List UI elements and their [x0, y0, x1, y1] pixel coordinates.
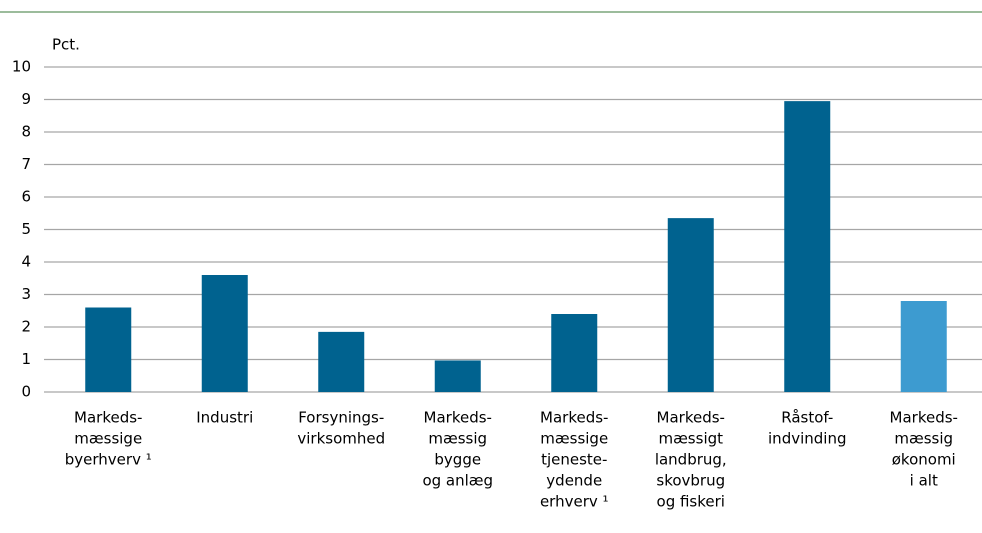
bar — [667, 218, 714, 392]
y-tick-label: 10 — [12, 58, 31, 76]
x-tick-label: og fiskeri — [657, 493, 725, 511]
y-tick-label: 5 — [21, 220, 31, 238]
x-tick-label: bygge — [434, 451, 481, 469]
x-tick-label: mæssige — [74, 430, 142, 448]
bar — [900, 301, 947, 392]
y-axis-label: Pct. — [52, 36, 80, 54]
x-tick-label: skovbrug — [656, 472, 725, 490]
x-tick-label: Markeds- — [657, 409, 725, 427]
bar — [434, 360, 481, 392]
x-tick-label: Industri — [196, 409, 253, 427]
x-tick-label: Markeds- — [540, 409, 608, 427]
y-tick-label: 2 — [21, 318, 31, 336]
bar — [784, 101, 831, 392]
x-tick-label: mæssig — [894, 430, 953, 448]
y-tick-label: 8 — [21, 123, 31, 141]
x-tick-label: Forsynings- — [298, 409, 384, 427]
bar — [551, 314, 598, 392]
x-tick-label: tjeneste- — [541, 451, 607, 469]
y-tick-label: 0 — [21, 383, 31, 401]
x-tick-label: erhverv ¹ — [540, 493, 609, 511]
y-tick-label: 4 — [21, 253, 31, 271]
x-tick-label: indvinding — [768, 430, 846, 448]
x-tick-label: mæssigt — [658, 430, 723, 448]
x-tick-label: og anlæg — [422, 472, 493, 490]
x-tick-label: Markeds- — [74, 409, 142, 427]
x-tick-label: byerhverv ¹ — [65, 451, 152, 469]
y-tick-label: 9 — [21, 90, 31, 108]
x-tick-label: Markeds- — [424, 409, 492, 427]
x-tick-label: ydende — [546, 472, 602, 490]
bar — [201, 275, 248, 392]
x-tick-label: Markeds- — [890, 409, 958, 427]
x-tick-label: Råstof- — [781, 409, 833, 427]
x-tick-label: i alt — [910, 472, 938, 490]
y-tick-label: 7 — [21, 155, 31, 173]
bar — [85, 307, 132, 392]
y-tick-label: 3 — [21, 285, 31, 303]
x-tick-label: landbrug, — [655, 451, 727, 469]
y-tick-label: 1 — [21, 350, 31, 368]
bar — [318, 331, 365, 392]
x-tick-label: mæssige — [540, 430, 608, 448]
y-tick-label: 6 — [21, 188, 31, 206]
x-tick-label: mæssig — [428, 430, 487, 448]
x-tick-label: økonomi — [892, 451, 956, 469]
x-tick-label: virksomhed — [297, 430, 385, 448]
